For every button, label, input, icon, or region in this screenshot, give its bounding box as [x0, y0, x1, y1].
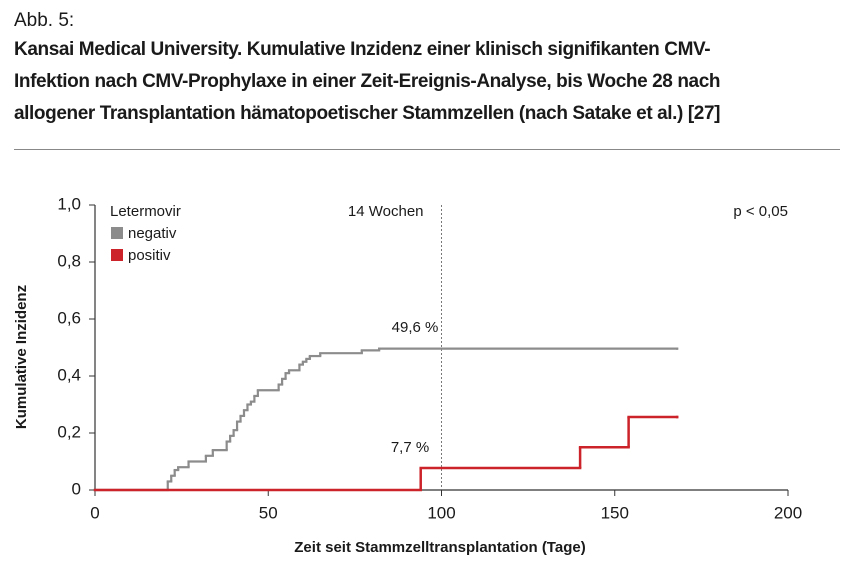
legend-swatch — [111, 249, 123, 261]
y-axis-label: Kumulative Inzidenz — [13, 285, 30, 429]
legend-label: positiv — [128, 247, 171, 264]
x-tick-label: 100 — [427, 503, 455, 522]
y-tick-label: 0,4 — [57, 365, 81, 384]
header: Abb. 5: Kansai Medical University. Kumul… — [14, 8, 844, 130]
y-tick-label: 0 — [72, 479, 81, 498]
y-tick-label: 0,6 — [57, 308, 81, 327]
reference-label: 14 Wochen — [348, 203, 424, 220]
legend-swatch — [111, 227, 123, 239]
y-tick-label: 0,8 — [57, 251, 81, 270]
figure-label: Abb. 5: — [14, 10, 75, 31]
value-annotation: 49,6 % — [392, 319, 439, 336]
title-line: Kansai Medical University. Kumulative In… — [14, 39, 711, 60]
divider — [14, 149, 840, 150]
x-axis-label: Zeit seit Stammzelltransplantation (Tage… — [294, 539, 585, 556]
x-tick-label: 0 — [90, 503, 99, 522]
x-tick-label: 150 — [601, 503, 629, 522]
value-annotation: 7,7 % — [391, 439, 429, 456]
legend-title: Letermovir — [110, 203, 181, 220]
legend-label: negativ — [128, 225, 177, 242]
title-line: Infektion nach CMV-Prophylaxe in einer Z… — [14, 71, 721, 92]
p-value: p < 0,05 — [733, 203, 788, 220]
y-tick-label: 0,2 — [57, 422, 81, 441]
x-tick-label: 200 — [774, 503, 802, 522]
x-tick-label: 50 — [259, 503, 278, 522]
y-tick-label: 1,0 — [57, 194, 81, 213]
title-line: allogener Transplantation hämatopoetisch… — [14, 103, 721, 124]
